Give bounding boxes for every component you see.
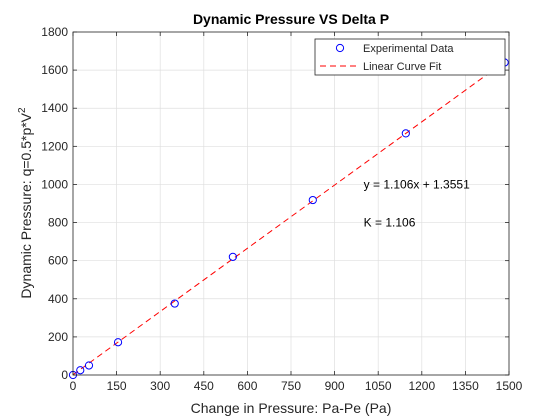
- x-tick-label: 900: [325, 379, 345, 393]
- data-point: [76, 366, 85, 375]
- x-tick-label: 1500: [496, 379, 523, 393]
- fit-equation-annotation: y = 1.106x + 1.3551: [364, 177, 470, 191]
- y-axis-label-superscript: 2: [17, 107, 28, 113]
- data-point: [84, 361, 94, 370]
- y-axis-label: Dynamic Pressure: q=0.5*p*V2: [17, 107, 34, 299]
- x-tick-labels: 0 150 300 450 600 750 900 1050 1200 1350 1500: [70, 379, 523, 393]
- x-tick-label: 600: [237, 379, 257, 393]
- legend-box: [314, 38, 506, 76]
- y-tick-label: 1200: [41, 139, 68, 153]
- chart-title: Dynamic Pressure VS Delta P: [193, 11, 389, 27]
- k-value-annotation: K = 1.106: [364, 215, 416, 229]
- y-tick-label: 600: [48, 254, 68, 268]
- data-point: [113, 338, 123, 347]
- x-tick-label: 300: [150, 379, 170, 393]
- legend-label-experimental: Experimental Data: [363, 43, 454, 55]
- x-axis-label: Change in Pressure: Pa-Pe (Pa): [191, 400, 392, 416]
- y-tick-label: 1400: [41, 101, 68, 115]
- x-tick-label: 450: [194, 379, 214, 393]
- legend: Experimental Data Linear Curve Fit: [314, 38, 506, 76]
- x-tick-label: 0: [70, 379, 77, 393]
- data-point: [401, 129, 410, 138]
- data-point: [170, 299, 179, 308]
- y-tick-label: 200: [48, 330, 68, 344]
- fit-line: [72, 61, 505, 376]
- x-tick-label: 1200: [408, 379, 435, 393]
- ticks: [72, 31, 510, 376]
- x-tick-label: 1050: [365, 379, 392, 393]
- legend-marker-experimental: [335, 43, 345, 53]
- data-point: [228, 252, 237, 261]
- y-tick-label: 400: [48, 292, 68, 306]
- y-tick-label: 0: [61, 368, 68, 382]
- y-tick-label: 1600: [41, 63, 68, 77]
- fit-line-group: [72, 61, 505, 376]
- x-tick-label: 750: [281, 379, 301, 393]
- data-points: [68, 58, 509, 380]
- y-tick-label: 1800: [41, 25, 68, 39]
- y-axis-label-text: Dynamic Pressure: q=0.5*p*V: [18, 112, 34, 298]
- x-tick-label: 150: [107, 379, 127, 393]
- legend-label-fit: Linear Curve Fit: [363, 61, 441, 73]
- data-point: [308, 195, 317, 205]
- x-tick-label: 1350: [452, 379, 479, 393]
- y-tick-label: 800: [48, 216, 68, 230]
- y-tick-labels: 0 200 400 600 800 1000 1200 1400 1600 1800: [41, 25, 68, 382]
- y-tick-label: 1000: [41, 177, 68, 191]
